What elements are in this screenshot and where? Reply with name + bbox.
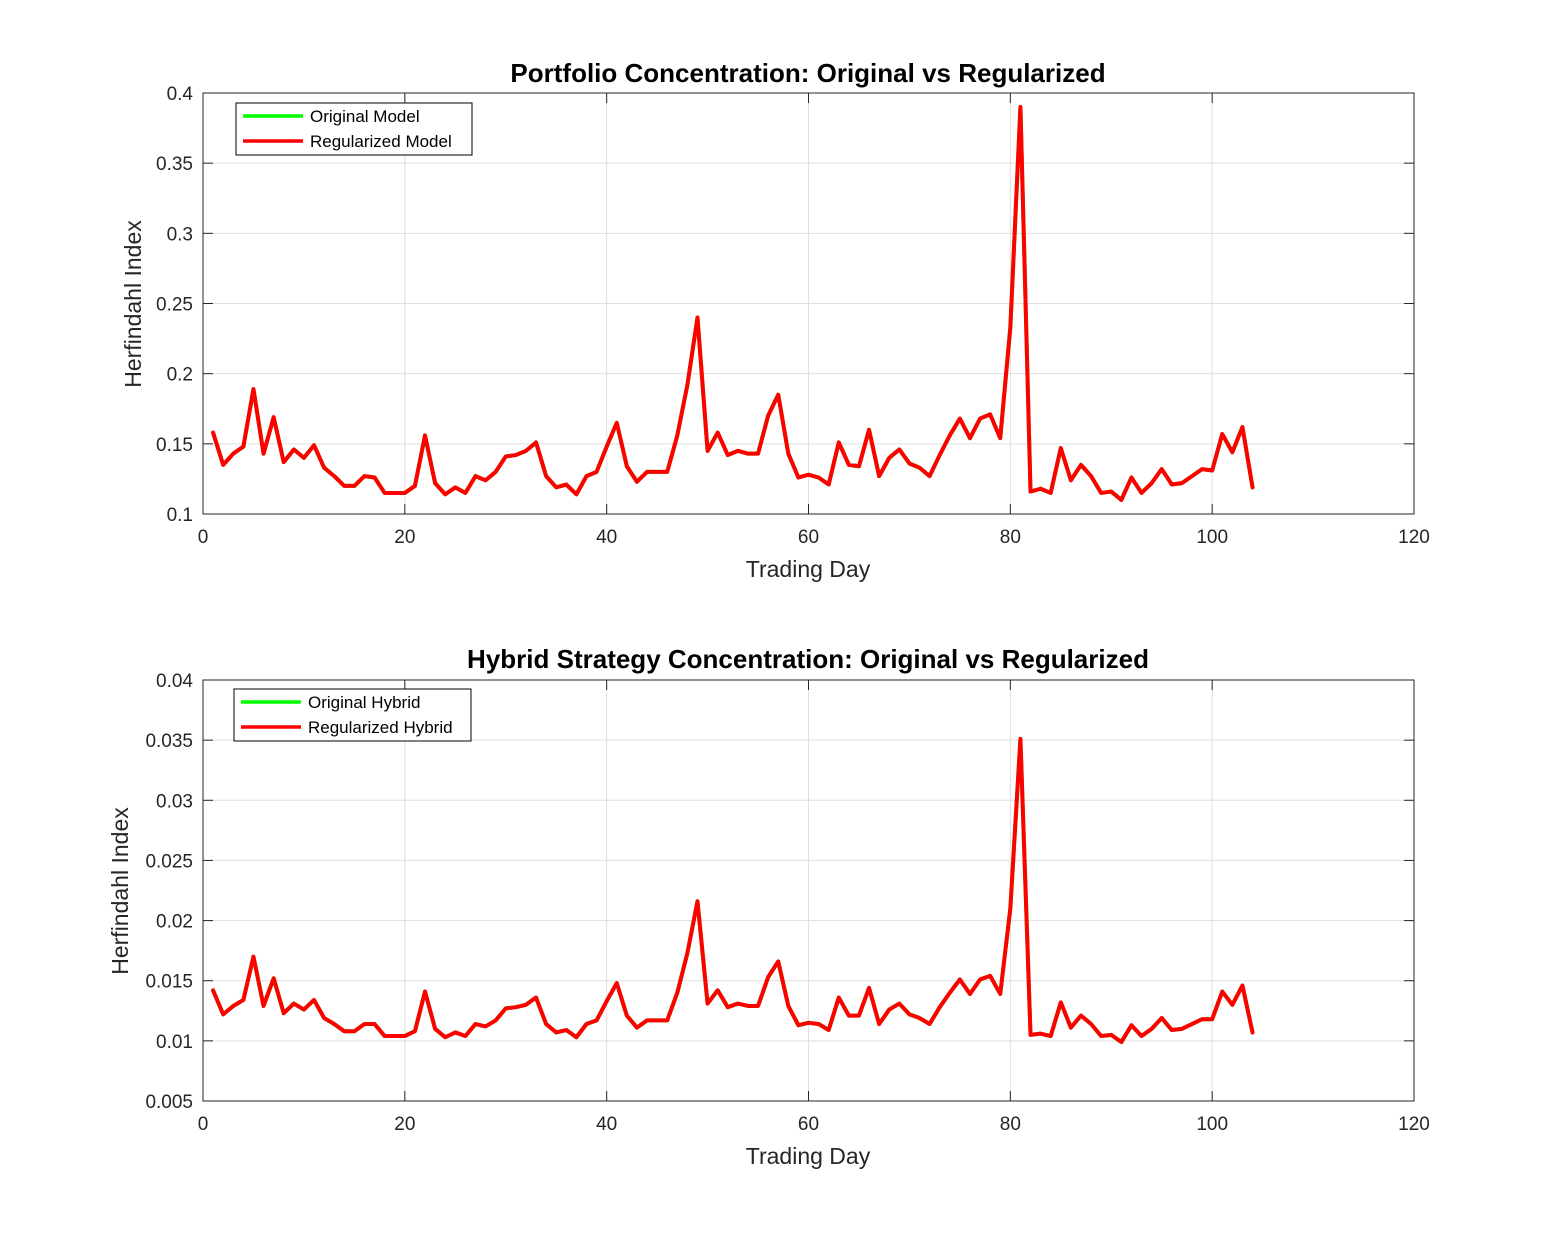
series-line-regularized-model: [211, 105, 1255, 502]
x-tick-label: 100: [1196, 527, 1228, 548]
legend-box: [235, 102, 473, 156]
legend-label-original-hybrid: Original Hybrid: [308, 693, 420, 712]
x-tick-label: 40: [596, 527, 617, 548]
y-tick-label: 0.01: [156, 1032, 193, 1053]
x-tick-label: 0: [198, 527, 209, 548]
legend-box: [233, 688, 472, 742]
x-tick-label: 60: [798, 1114, 819, 1135]
x-tick-label: 20: [394, 527, 415, 548]
y-tick-label: 0.005: [145, 1092, 193, 1113]
y-tick-label: 0.02: [156, 912, 193, 933]
y-tick-label: 0.3: [167, 224, 193, 245]
x-tick-label: 80: [1000, 527, 1021, 548]
y-tick-label: 0.1: [167, 505, 193, 526]
y-tick-label: 0.025: [145, 851, 193, 872]
hybrid-strategy-concentration-chart: Hybrid Strategy Concentration: Original …: [107, 644, 1430, 1169]
chart-title: Portfolio Concentration: Original vs Reg…: [510, 58, 1105, 88]
y-tick-label: 0.03: [156, 791, 193, 812]
x-tick-label: 0: [198, 1114, 209, 1135]
y-axis-label: Herfindahl Index: [107, 807, 133, 975]
y-tick-label: 0.035: [145, 731, 193, 752]
y-tick-label: 0.04: [156, 671, 193, 692]
y-tick-label: 0.015: [145, 972, 193, 993]
legend-label-original-model: Original Model: [310, 107, 420, 126]
legend-label-regularized-hybrid: Regularized Hybrid: [308, 718, 453, 737]
axes-frame: [202, 679, 1415, 1102]
y-tick-label: 0.35: [156, 154, 193, 175]
x-axis-label: Trading Day: [746, 556, 871, 582]
portfolio-concentration-chart: Portfolio Concentration: Original vs Reg…: [120, 58, 1430, 582]
x-axis-label: Trading Day: [746, 1143, 871, 1169]
x-tick-label: 80: [1000, 1114, 1021, 1135]
y-tick-label: 0.25: [156, 295, 193, 316]
legend: Original Hybrid Regularized Hybrid: [233, 688, 472, 742]
y-tick-label: 0.15: [156, 435, 193, 456]
axes-frame: [202, 92, 1415, 515]
x-tick-label: 20: [394, 1114, 415, 1135]
chart-title: Hybrid Strategy Concentration: Original …: [467, 644, 1149, 674]
y-tick-label: 0.2: [167, 365, 193, 386]
x-tick-label: 40: [596, 1114, 617, 1135]
x-tick-label: 60: [798, 527, 819, 548]
series-line-regularized-hybrid: [211, 736, 1255, 1045]
x-tick-label: 100: [1196, 1114, 1228, 1135]
x-tick-label: 120: [1398, 527, 1430, 548]
legend-label-regularized-model: Regularized Model: [310, 132, 452, 151]
y-tick-label: 0.4: [167, 84, 194, 105]
legend: Original Model Regularized Model: [235, 102, 473, 156]
y-axis-label: Herfindahl Index: [120, 220, 146, 388]
x-tick-label: 120: [1398, 1114, 1430, 1135]
